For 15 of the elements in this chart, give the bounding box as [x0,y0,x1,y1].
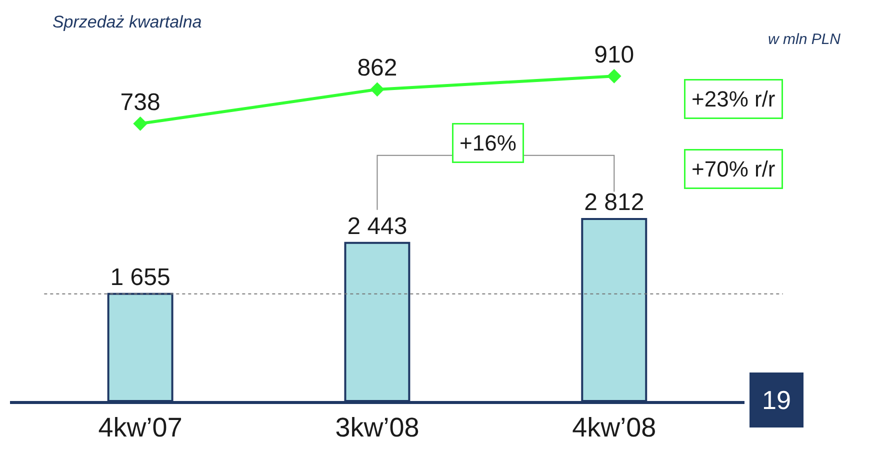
annotation: 19 [762,385,791,415]
data-label: 738 [120,88,160,116]
x-tick-label: 3kw’08 [335,412,420,442]
text: +70% r/r [692,156,776,182]
chart-title: Sprzedaż kwartalna [52,12,202,32]
x-tick-label: 4kw’07 [98,412,182,442]
x-tick-label: 4kw’08 [572,412,656,442]
data-label: 862 [357,54,398,82]
annotation: +23% r/r [692,86,776,112]
text: w mln PLN [768,31,841,48]
data-label: 1 655 [110,264,170,291]
data-label: 910 [594,41,634,68]
text: +16% [460,130,516,156]
data-label: 2 443 [347,212,408,240]
data-label: 2 812 [584,189,644,216]
